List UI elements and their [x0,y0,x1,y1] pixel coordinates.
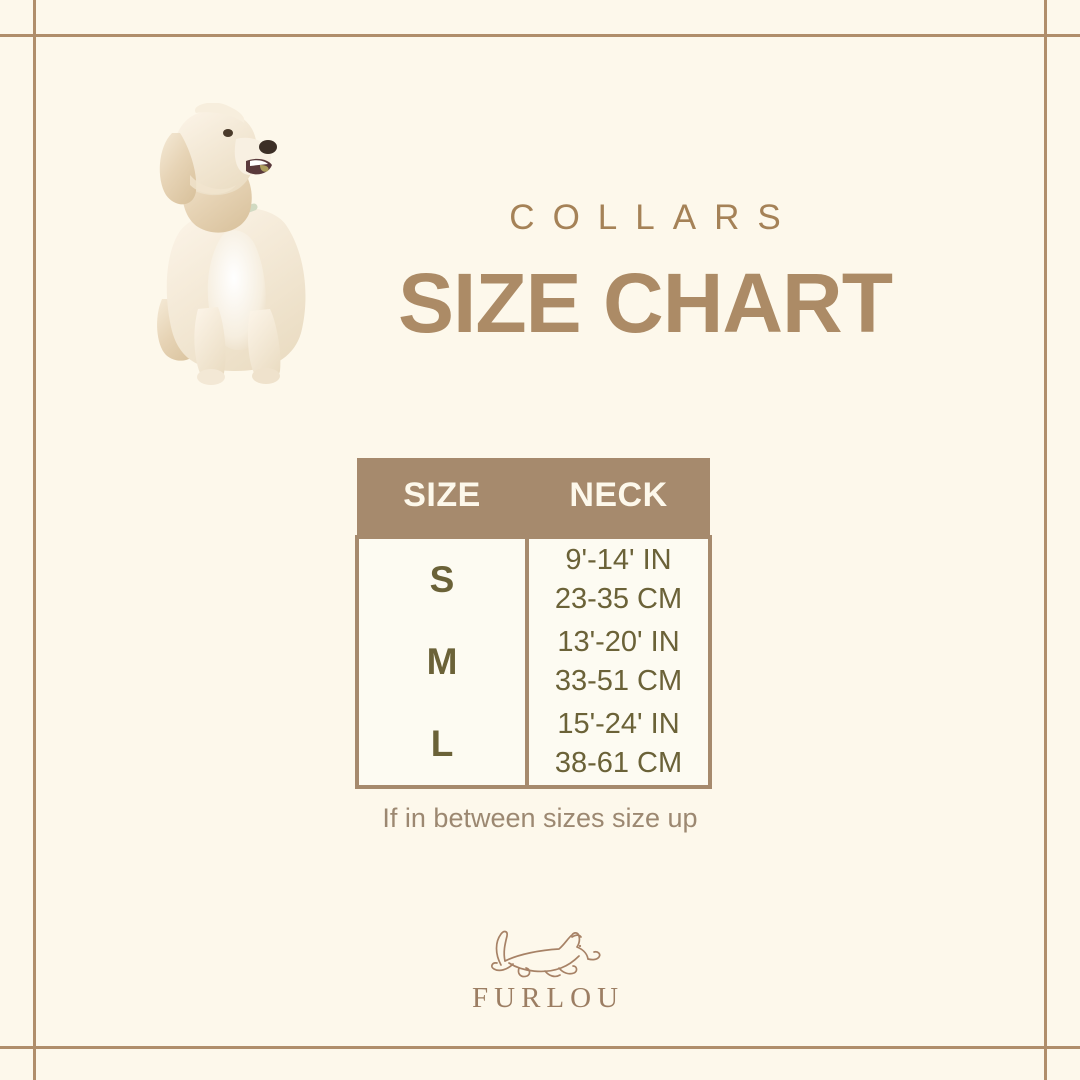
table-header-row: SIZE NECK [357,458,710,537]
sizing-note: If in between sizes size up [382,803,698,833]
cell-neck-m: 13'-20' IN 33-51 CM [525,621,712,703]
column-header-neck: NECK [527,458,710,537]
leaping-dog-icon [491,930,601,978]
neck-inches-m: 13'-20' IN [557,626,680,659]
neck-centimeters-s: 23-35 CM [554,583,683,615]
neck-inches-l: 15'-24' IN [557,708,680,741]
eyebrow-label: COLLARS [509,198,799,237]
table-row: L 15'-24' IN 38-61 CM [355,703,712,789]
heading-block: COLLARS SIZE CHART [345,200,945,345]
cell-size-m: M [355,621,529,703]
frame-line-top [0,34,1080,37]
neck-centimeters-m: 33-51 CM [554,665,683,697]
table-header: SIZE NECK [357,458,710,537]
table-row: S 9'-14' IN 23-35 CM [355,535,712,621]
column-header-size: SIZE [357,458,527,537]
cell-neck-l: 15'-24' IN 38-61 CM [525,703,712,789]
page-title: SIZE CHART [398,256,893,350]
cell-size-s: S [355,535,529,621]
brand-wordmark: FURLOU [472,982,625,1014]
cell-size-l: L [355,703,529,789]
neck-inches-s: 9'-14' IN [565,544,672,577]
frame-line-right [1044,0,1047,1080]
frame-line-left [33,0,36,1080]
table-row: M 13'-20' IN 33-51 CM [355,621,712,703]
cell-neck-s: 9'-14' IN 23-35 CM [525,535,712,621]
brand-logo: FURLOU [466,918,625,1015]
neck-centimeters-l: 38-61 CM [554,747,683,779]
dog-photo [150,103,330,388]
table-body: S 9'-14' IN 23-35 CM M 13'-20' IN 33-51 … [355,535,712,789]
frame-line-bottom [0,1046,1080,1049]
size-chart-table: SIZE NECK S 9'-14' IN 23-35 CM M 13'-20'… [355,458,712,789]
